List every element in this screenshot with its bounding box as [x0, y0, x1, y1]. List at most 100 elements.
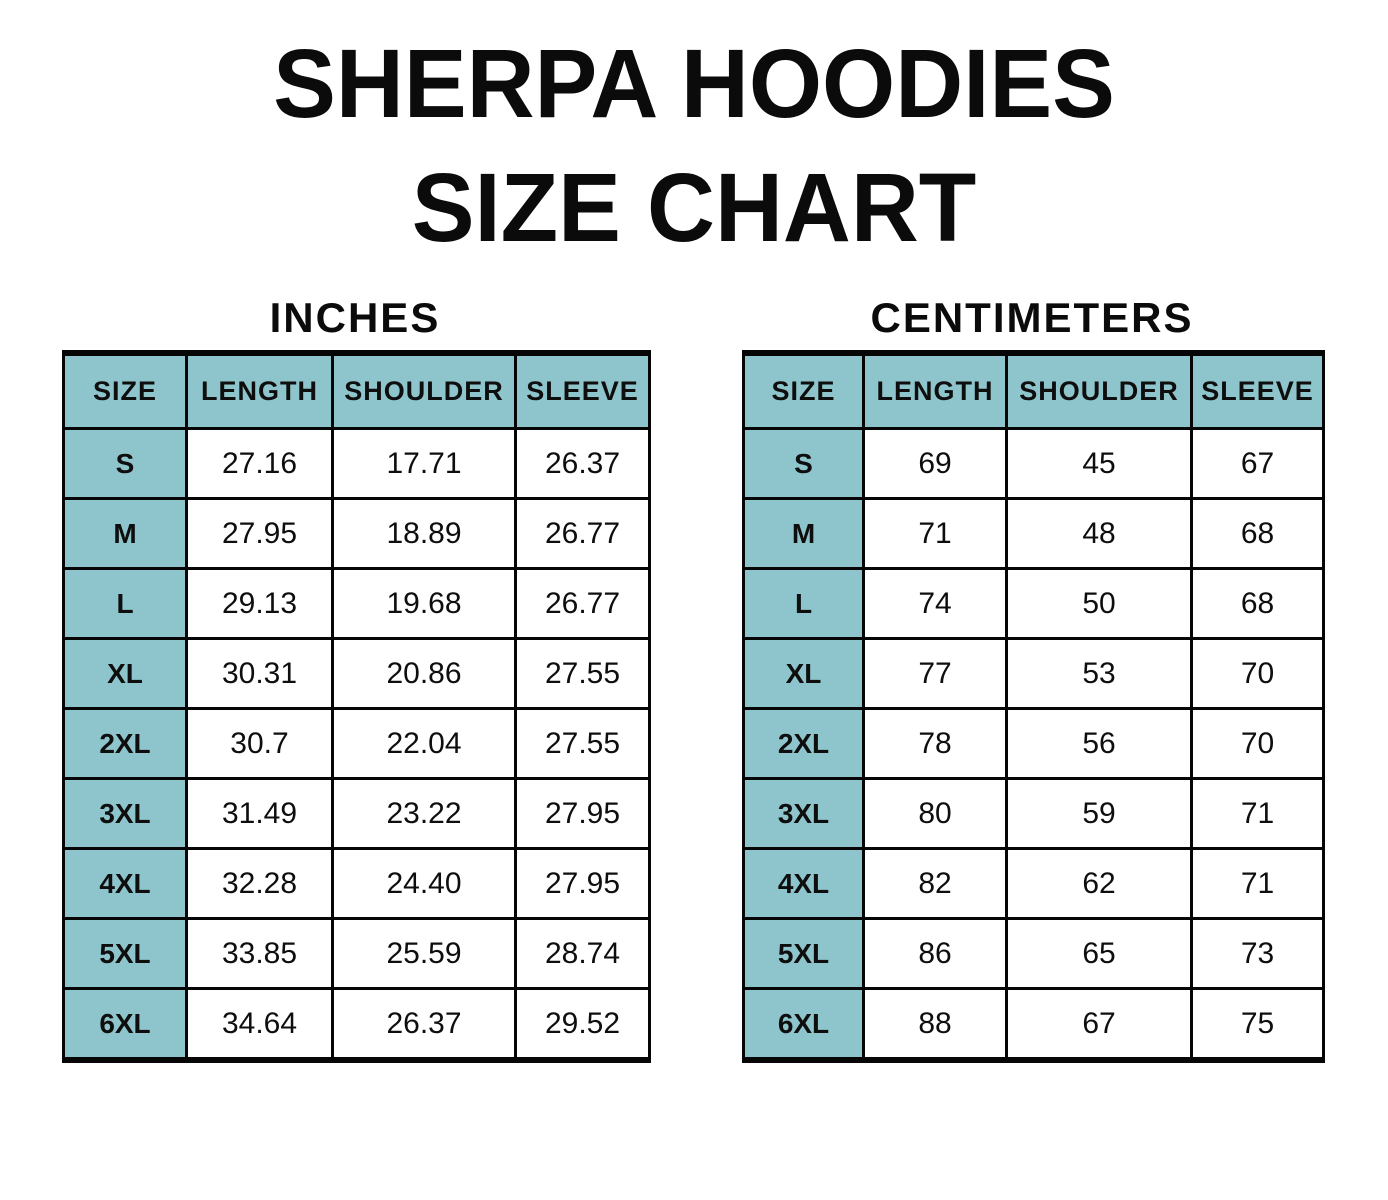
table-row: S 27.16 17.71 26.37	[62, 427, 651, 500]
value-cell: 27.55	[514, 707, 651, 780]
table-row: 2XL 78 56 70	[742, 707, 1325, 780]
value-cell: 26.37	[331, 987, 517, 1062]
size-cell: L	[62, 567, 188, 640]
inches-subtitle: INCHES	[269, 294, 441, 341]
value-cell: 30.7	[185, 707, 334, 780]
size-cell: M	[62, 497, 188, 570]
value-cell: 48	[1005, 497, 1193, 570]
table-row: 3XL 80 59 71	[742, 777, 1325, 850]
value-cell: 67	[1190, 427, 1325, 500]
value-cell: 65	[1005, 917, 1193, 990]
value-cell: 88	[862, 987, 1008, 1062]
value-cell: 17.71	[331, 427, 517, 500]
size-cell: 5XL	[742, 917, 865, 990]
column-header-shoulder: SHOULDER	[1005, 351, 1193, 430]
size-cell: L	[742, 567, 865, 640]
table-row: 4XL 82 62 71	[742, 847, 1325, 920]
value-cell: 29.13	[185, 567, 334, 640]
value-cell: 50	[1005, 567, 1193, 640]
size-cell: M	[742, 497, 865, 570]
size-cell: 2XL	[62, 707, 188, 780]
value-cell: 31.49	[185, 777, 334, 850]
inches-size-table: SIZE LENGTH SHOULDER SLEEVE S 27.16 17.71 26.3…	[62, 350, 651, 1063]
inches-section: INCHES SIZE LENGTH SHOULDER SLEEVE S 27.16 17…	[62, 294, 651, 1063]
size-cell: 3XL	[62, 777, 188, 850]
value-cell: 71	[1190, 777, 1325, 850]
value-cell: 59	[1005, 777, 1193, 850]
size-cell: 3XL	[742, 777, 865, 850]
value-cell: 27.95	[185, 497, 334, 570]
column-header-sleeve: SLEEVE	[1190, 351, 1325, 430]
value-cell: 74	[862, 567, 1008, 640]
value-cell: 23.22	[331, 777, 517, 850]
value-cell: 26.37	[514, 427, 651, 500]
value-cell: 73	[1190, 917, 1325, 990]
value-cell: 24.40	[331, 847, 517, 920]
size-cell: XL	[62, 637, 188, 710]
value-cell: 71	[862, 497, 1008, 570]
header-row: SIZE LENGTH SHOULDER SLEEVE	[62, 351, 651, 430]
table-row: XL 77 53 70	[742, 637, 1325, 710]
value-cell: 27.95	[514, 777, 651, 850]
table-row: M 71 48 68	[742, 497, 1325, 570]
column-header-size: SIZE	[742, 351, 865, 430]
page-title-line2: SIZE CHART	[411, 153, 977, 263]
size-cell: 4XL	[62, 847, 188, 920]
value-cell: 77	[862, 637, 1008, 710]
table-row: 5XL 33.85 25.59 28.74	[62, 917, 651, 990]
value-cell: 20.86	[331, 637, 517, 710]
value-cell: 53	[1005, 637, 1193, 710]
column-header-length: LENGTH	[862, 351, 1008, 430]
value-cell: 28.74	[514, 917, 651, 990]
value-cell: 86	[862, 917, 1008, 990]
value-cell: 56	[1005, 707, 1193, 780]
value-cell: 19.68	[331, 567, 517, 640]
value-cell: 18.89	[331, 497, 517, 570]
value-cell: 45	[1005, 427, 1193, 500]
value-cell: 70	[1190, 637, 1325, 710]
size-cell: 5XL	[62, 917, 188, 990]
value-cell: 25.59	[331, 917, 517, 990]
size-cell: 4XL	[742, 847, 865, 920]
column-header-size: SIZE	[62, 351, 188, 430]
size-cell: 6XL	[742, 987, 865, 1062]
value-cell: 67	[1005, 987, 1193, 1062]
column-header-length: LENGTH	[185, 351, 334, 430]
value-cell: 62	[1005, 847, 1193, 920]
size-cell: XL	[742, 637, 865, 710]
value-cell: 75	[1190, 987, 1325, 1062]
table-row: L 74 50 68	[742, 567, 1325, 640]
header-row: SIZE LENGTH SHOULDER SLEEVE	[742, 351, 1325, 430]
value-cell: 29.52	[514, 987, 651, 1062]
size-cell: 6XL	[62, 987, 188, 1062]
value-cell: 70	[1190, 707, 1325, 780]
value-cell: 33.85	[185, 917, 334, 990]
value-cell: 80	[862, 777, 1008, 850]
table-row: 2XL 30.7 22.04 27.55	[62, 707, 651, 780]
table-row: XL 30.31 20.86 27.55	[62, 637, 651, 710]
size-cell: S	[742, 427, 865, 500]
table-row: M 27.95 18.89 26.77	[62, 497, 651, 570]
centimeters-section: CENTIMETERS SIZE LENGTH SHOULDER SLEEVE S 69…	[742, 294, 1325, 1063]
size-cell: 2XL	[742, 707, 865, 780]
centimeters-subtitle: CENTIMETERS	[870, 294, 1194, 341]
page-title-line1: SHERPA HOODIES	[273, 29, 1115, 138]
value-cell: 22.04	[331, 707, 517, 780]
centimeters-size-table: SIZE LENGTH SHOULDER SLEEVE S 69 45 67 M 71 48 68 L…	[742, 350, 1325, 1063]
size-cell: S	[62, 427, 188, 500]
table-row: 6XL 34.64 26.37 29.52	[62, 987, 651, 1062]
value-cell: 78	[862, 707, 1008, 780]
value-cell: 26.77	[514, 497, 651, 570]
table-row: 4XL 32.28 24.40 27.95	[62, 847, 651, 920]
value-cell: 68	[1190, 567, 1325, 640]
value-cell: 34.64	[185, 987, 334, 1062]
value-cell: 27.55	[514, 637, 651, 710]
value-cell: 26.77	[514, 567, 651, 640]
table-row: L 29.13 19.68 26.77	[62, 567, 651, 640]
table-row: 5XL 86 65 73	[742, 917, 1325, 990]
column-header-shoulder: SHOULDER	[331, 351, 517, 430]
table-row: 6XL 88 67 75	[742, 987, 1325, 1062]
value-cell: 71	[1190, 847, 1325, 920]
value-cell: 27.16	[185, 427, 334, 500]
table-row: 3XL 31.49 23.22 27.95	[62, 777, 651, 850]
